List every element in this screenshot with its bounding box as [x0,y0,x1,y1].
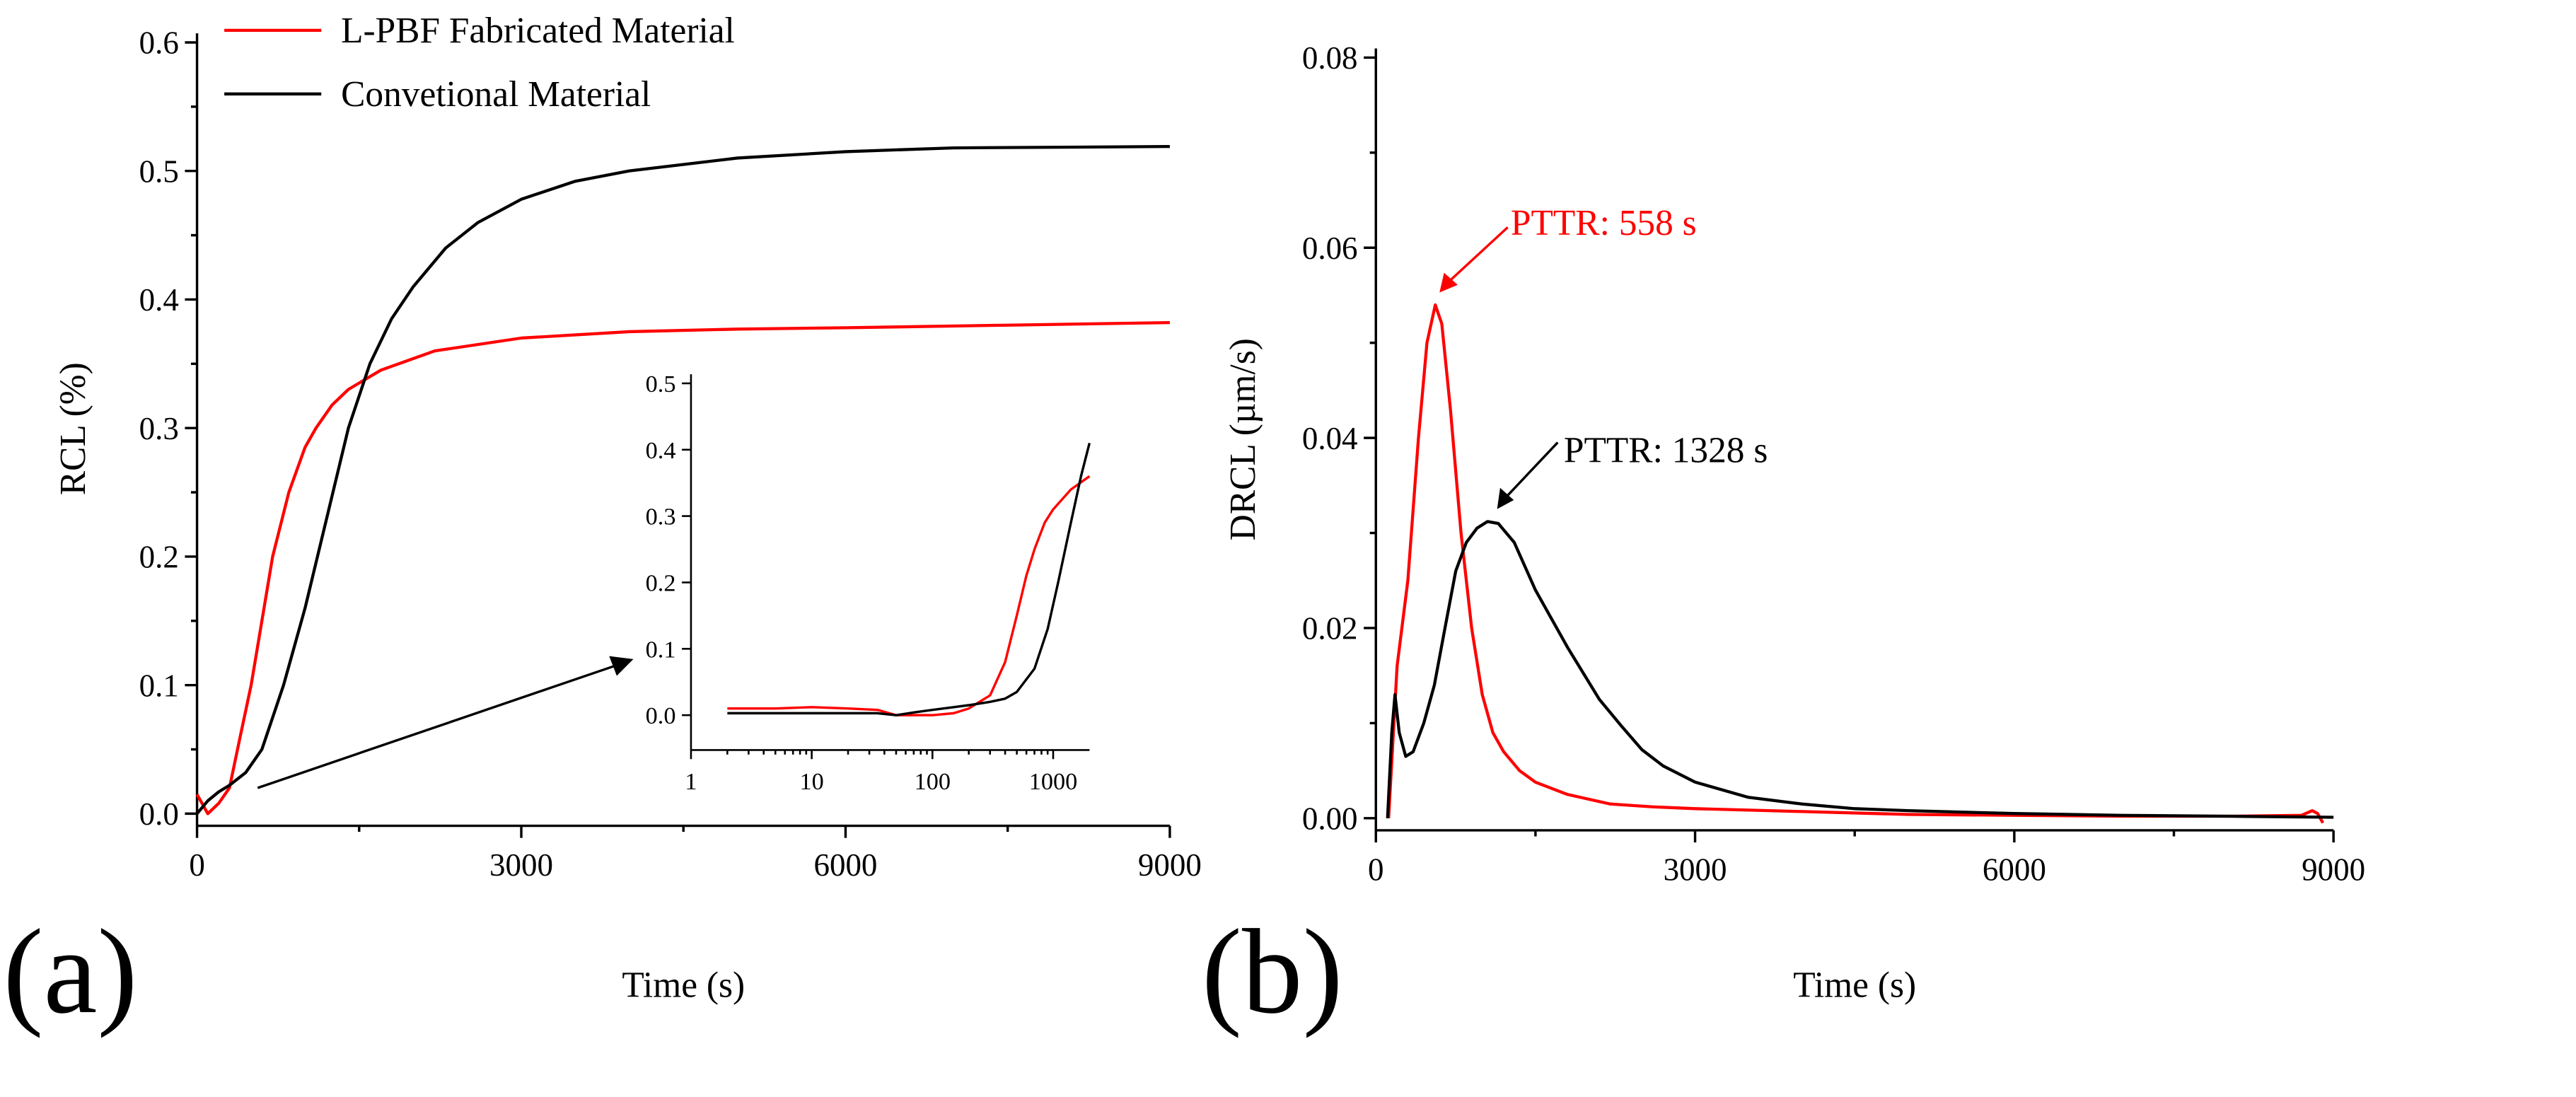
y-tick-label: 0.04 [1302,421,1358,456]
legend-label-conventional: Convetional Material [341,74,651,115]
y-tick-label: 0.1 [646,636,676,663]
panel-b-label: (b) [1202,905,1343,1039]
y-tick-label: 0.3 [646,504,676,530]
y-tick-label: 0.5 [139,153,179,189]
y-tick-label: 0.0 [139,796,179,832]
series-line-conventional [195,145,1170,815]
y-tick-label: 0.4 [139,282,179,318]
annotation-arrowhead-conventional [1497,487,1514,509]
y-tick-label: 0.2 [139,540,179,575]
annotation-arrow-lpbf [1447,226,1509,283]
x-tick-label: 0 [189,847,204,883]
series-line-lpbf [195,320,1170,816]
annotation-pttr-conventional: PTTR: 1328 s [1564,430,1768,470]
annotation-arrow-conventional [1505,441,1559,498]
x-tick-label: 1000 [1029,768,1078,795]
y-tick-label: 0.6 [139,25,179,61]
y-tick-label: 0.2 [646,569,676,596]
y-tick-label: 0.08 [1302,40,1358,76]
x-tick-label: 9000 [1138,847,1202,883]
x-tick-label: 3000 [1664,852,1727,888]
x-tick-label: 6000 [1983,852,2046,888]
x-tick-label: 3000 [489,847,553,883]
x-tick-label: 100 [915,768,951,795]
series-line-lpbf [727,475,1091,716]
y-tick-label: 0.3 [139,411,179,446]
y-tick-label: 0.0 [646,702,676,729]
legend-label-lpbf: L-PBF Fabricated Material [341,11,735,51]
x-tick-label: 0 [1368,852,1383,888]
series-line-conventional [727,442,1091,716]
panel-a-xlabel: Time (s) [622,965,745,1006]
inset-chart: 0.0 0.1 0.2 0.3 0.4 0.5 1 10 100 1000 [646,371,1091,795]
annotation-pttr-lpbf: PTTR: 558 s [1511,203,1697,243]
x-tick-label: 6000 [813,847,877,883]
y-tick-label: 0.02 [1302,611,1358,646]
y-tick-label: 0.06 [1302,231,1358,266]
panel-a-label: (a) [3,905,137,1039]
panel-b-xlabel: Time (s) [1793,965,1916,1006]
x-tick-label: 9000 [2302,852,2365,888]
y-tick-label: 0.00 [1302,801,1358,837]
inset-pointer-arrow [257,662,622,789]
panel-b-ylabel: DRCL (µm/s) [1223,338,1263,540]
x-tick-label: 1 [685,768,697,795]
panel-a: (a) Time (s) RCL (%) L-PBF Fabricated Ma… [3,11,1202,1039]
y-tick-label: 0.5 [646,371,676,397]
panel-a-ylabel: RCL (%) [53,362,93,495]
x-tick-label: 10 [799,768,823,795]
y-tick-label: 0.1 [139,668,179,703]
inset-pointer-arrowhead [609,656,634,676]
series-line-lpbf [1387,303,2325,824]
y-tick-label: 0.4 [646,437,676,464]
panel-b: (b) Time (s) DRCL (µm/s) PTTR: 558 s PTT… [1202,40,2365,1039]
annotation-arrowhead-lpbf [1439,272,1458,293]
series-line-conventional [1386,520,2334,819]
